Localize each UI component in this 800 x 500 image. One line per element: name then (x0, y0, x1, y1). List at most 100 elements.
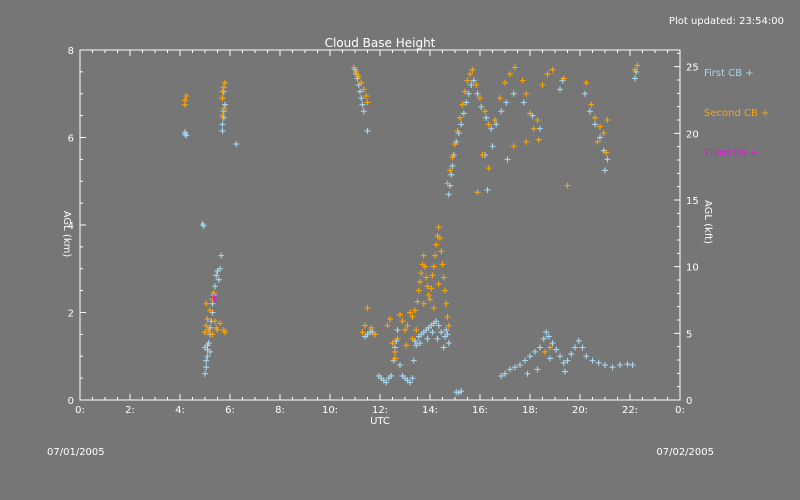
end-date-label: 07/02/2005 (656, 447, 714, 458)
data-point (399, 318, 406, 325)
data-point (582, 90, 588, 97)
x-tick-label: 0: (675, 405, 685, 416)
data-point (527, 353, 533, 360)
data-point (404, 322, 411, 329)
legend-entry: Second CB + (704, 108, 769, 119)
data-point (497, 95, 503, 102)
data-point (478, 103, 485, 110)
data-point (425, 292, 432, 298)
data-point (359, 329, 366, 336)
data-point (392, 348, 398, 355)
data-point (527, 110, 533, 117)
legend-entry: Third CB + (703, 148, 758, 159)
data-point (540, 335, 547, 342)
data-point (183, 92, 190, 99)
data-point (219, 88, 226, 95)
data-point (447, 167, 453, 174)
data-point (435, 224, 442, 231)
data-point (442, 287, 448, 294)
data-point (438, 248, 445, 255)
data-point (564, 182, 571, 189)
data-point (443, 300, 450, 307)
data-point (512, 64, 518, 71)
data-point (203, 300, 210, 307)
y-axis-label-right: AGL (kft) (702, 200, 713, 244)
data-point (439, 261, 446, 268)
data-point (469, 66, 476, 73)
data-point (372, 331, 378, 338)
data-point (202, 329, 208, 336)
data-point (409, 335, 416, 342)
data-point (592, 114, 598, 121)
data-point (568, 351, 575, 358)
data-point (523, 138, 530, 145)
y-tick-label-left: 8 (68, 46, 74, 57)
y-axis-label-left: AGL (km) (61, 211, 72, 258)
data-point (483, 114, 490, 121)
data-point (463, 99, 470, 106)
data-point (465, 90, 472, 97)
data-point (524, 370, 531, 377)
series-3 (210, 294, 218, 303)
data-point (392, 355, 398, 362)
data-point (629, 362, 636, 368)
data-point (358, 79, 365, 86)
data-point (454, 127, 461, 134)
data-point (457, 114, 463, 121)
data-point (438, 329, 445, 336)
data-point (502, 370, 508, 377)
data-point (572, 344, 578, 351)
data-point (507, 71, 513, 78)
data-point (413, 327, 420, 333)
data-point (507, 366, 513, 373)
data-point (602, 167, 608, 174)
data-point (489, 143, 496, 150)
series-2 (182, 62, 641, 362)
x-tick-label: 10: (322, 405, 338, 416)
data-point (575, 337, 582, 344)
data-point (429, 329, 436, 336)
data-point (583, 79, 590, 86)
data-point (368, 324, 375, 331)
data-point (407, 379, 413, 386)
axis-ticks: 0: 2: 4: 6: 8: 10: 12: 14: 16: 18: 20: 22: 0:0246805… (68, 46, 699, 416)
data-point (503, 99, 510, 106)
data-point (474, 189, 481, 196)
data-point (532, 348, 538, 355)
data-point (212, 296, 218, 303)
data-points (182, 62, 641, 396)
data-point (444, 331, 451, 338)
data-point (492, 117, 498, 123)
data-point (544, 71, 551, 78)
start-date-label: 07/01/2005 (47, 447, 105, 458)
data-point (420, 300, 427, 307)
data-point (387, 316, 393, 323)
data-point (597, 134, 603, 141)
data-point (220, 106, 227, 113)
data-point (562, 368, 568, 375)
x-tick-label: 8: (275, 405, 285, 416)
data-point (427, 296, 433, 303)
data-point (445, 322, 452, 329)
x-tick-label: 0: (75, 405, 85, 416)
data-point (448, 171, 455, 178)
data-point (219, 112, 226, 119)
data-point (357, 88, 363, 95)
data-point (602, 362, 608, 368)
x-tick-label: 22: (622, 405, 638, 416)
data-point (412, 307, 418, 314)
data-point (397, 311, 403, 318)
x-tick-label: 12: (372, 405, 388, 416)
data-point (458, 121, 465, 128)
data-point (182, 101, 188, 108)
y-tick-label-right: 15 (686, 196, 699, 207)
data-point (353, 68, 360, 75)
data-point (542, 348, 548, 355)
data-point (435, 322, 442, 329)
data-point (589, 357, 596, 364)
data-point (510, 143, 517, 150)
legend: First CB + Second CB + Third CB + (703, 68, 769, 159)
data-point (424, 283, 431, 290)
data-point (617, 362, 623, 368)
data-point (418, 270, 425, 277)
